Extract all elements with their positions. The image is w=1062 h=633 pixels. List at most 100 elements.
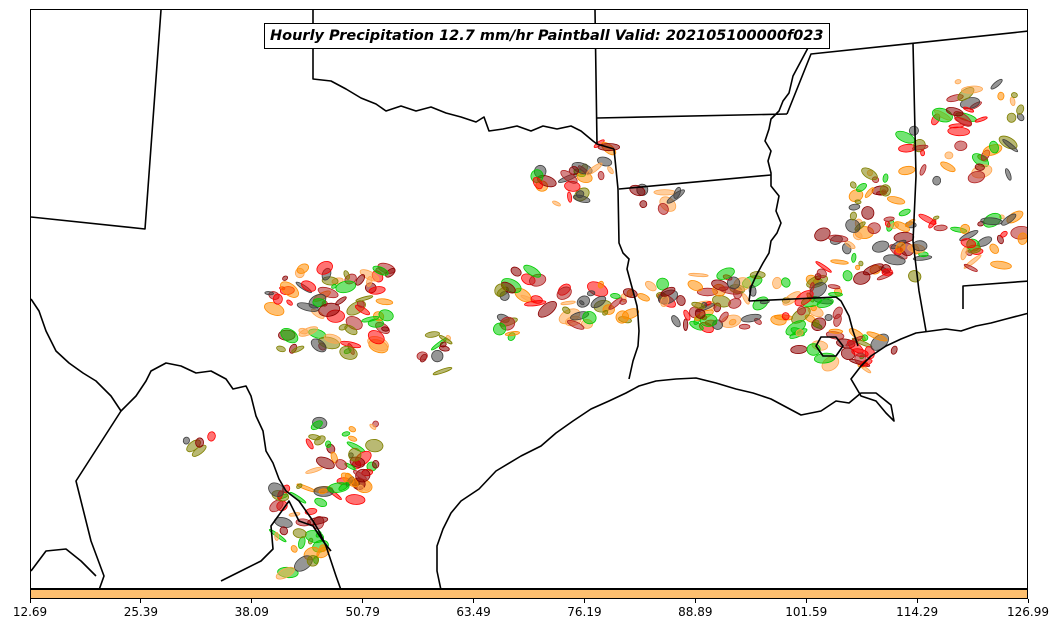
precip-blob xyxy=(314,435,326,446)
precip-blob xyxy=(438,335,453,345)
precip-blob xyxy=(790,344,808,355)
precip-blob xyxy=(1011,92,1018,99)
precip-blob xyxy=(607,166,614,175)
precip-blob xyxy=(967,170,986,184)
precip-blob xyxy=(974,163,985,171)
colorbar-tick-mark xyxy=(473,599,475,603)
precip-blob xyxy=(276,345,286,353)
mo-ar-border xyxy=(596,113,788,119)
precip-blob xyxy=(920,149,926,157)
precip-blob xyxy=(947,126,970,137)
precip-blob xyxy=(310,420,323,431)
colorbar xyxy=(30,589,1028,599)
precip-blob xyxy=(894,221,910,232)
precip-blob xyxy=(292,528,307,539)
precip-blob xyxy=(375,298,394,306)
precip-blob xyxy=(597,280,604,289)
precip-blob xyxy=(861,167,878,181)
precip-blob xyxy=(579,300,585,306)
precip-blob xyxy=(289,491,307,504)
precip-blob xyxy=(919,164,927,176)
tn-border xyxy=(786,30,1027,115)
precip-blob xyxy=(560,300,576,306)
precip-blob xyxy=(866,331,888,342)
precip-blob xyxy=(908,125,919,136)
precip-blob xyxy=(365,438,384,453)
precip-blob xyxy=(298,327,309,335)
precip-blob xyxy=(272,293,283,305)
precip-blob xyxy=(940,161,956,173)
precip-blob xyxy=(660,286,676,297)
precip-blob xyxy=(301,280,317,292)
precip-blob xyxy=(861,206,875,220)
precip-blob xyxy=(639,200,648,209)
precip-blob xyxy=(562,306,571,314)
precip-blob xyxy=(954,140,968,152)
precip-blob xyxy=(1017,232,1027,245)
colorbar-tick-label: 50.79 xyxy=(345,605,380,619)
precip-blob xyxy=(286,299,293,306)
precip-blob xyxy=(856,183,867,192)
precip-blob xyxy=(357,484,364,492)
colorbar-tick-mark xyxy=(583,599,585,603)
precip-blob xyxy=(908,270,922,283)
ok-tx-border xyxy=(312,10,598,145)
precip-blob xyxy=(355,274,366,286)
precip-blob xyxy=(310,338,327,353)
precip-blob xyxy=(312,298,327,308)
precip-blob xyxy=(335,280,357,294)
precip-blob xyxy=(871,240,890,253)
precip-blob xyxy=(657,203,669,215)
precip-blob xyxy=(385,268,396,278)
precip-blob xyxy=(911,144,929,151)
colorbar-tick-mark xyxy=(251,599,253,603)
precip-blob xyxy=(568,166,580,176)
precip-blob xyxy=(960,238,977,249)
precip-blob xyxy=(537,301,557,318)
precip-blob xyxy=(862,263,884,276)
precip-blob xyxy=(335,296,347,306)
precip-blob xyxy=(424,331,440,338)
precip-blob xyxy=(366,275,373,287)
colorbar-tick-label: 76.19 xyxy=(567,605,602,619)
precip-blob xyxy=(933,224,948,232)
precip-blob xyxy=(959,223,971,235)
precip-blob xyxy=(673,186,682,199)
precip-blob xyxy=(879,184,892,197)
colorbar-tick-label: 126.99 xyxy=(1007,605,1049,619)
ok-ar-border xyxy=(594,10,615,150)
precip-blob xyxy=(344,324,358,336)
precip-blob xyxy=(354,304,371,316)
precip-blob xyxy=(296,302,319,312)
precip-blob xyxy=(944,151,954,160)
precip-blob xyxy=(343,270,350,280)
precip-blob xyxy=(341,431,351,437)
precip-blob xyxy=(493,322,507,336)
precip-blob xyxy=(296,263,310,274)
precip-blob xyxy=(367,330,385,345)
precip-blob xyxy=(619,298,627,305)
precip-blob xyxy=(849,211,857,221)
precip-blob xyxy=(372,460,380,469)
precip-blob xyxy=(339,345,358,360)
precip-blob xyxy=(980,217,1003,226)
precip-blob xyxy=(318,488,328,495)
precip-blob xyxy=(928,219,937,229)
precip-blob xyxy=(845,335,863,347)
precip-blob xyxy=(355,295,374,302)
precip-blob xyxy=(305,438,314,450)
precip-blob xyxy=(331,284,337,289)
precip-blob xyxy=(816,268,827,279)
mx-state-line-3 xyxy=(220,500,332,582)
precip-blob xyxy=(582,311,597,325)
precip-blob xyxy=(344,472,354,485)
rio-grande-border xyxy=(31,298,342,588)
precip-blob xyxy=(827,234,849,243)
precip-blob xyxy=(809,282,815,292)
precip-blob xyxy=(689,320,704,331)
precip-blob xyxy=(524,300,547,307)
precip-blob xyxy=(656,277,669,291)
precip-blob xyxy=(282,275,289,281)
precip-blob xyxy=(314,497,328,507)
precipitation-contours xyxy=(182,78,1027,580)
